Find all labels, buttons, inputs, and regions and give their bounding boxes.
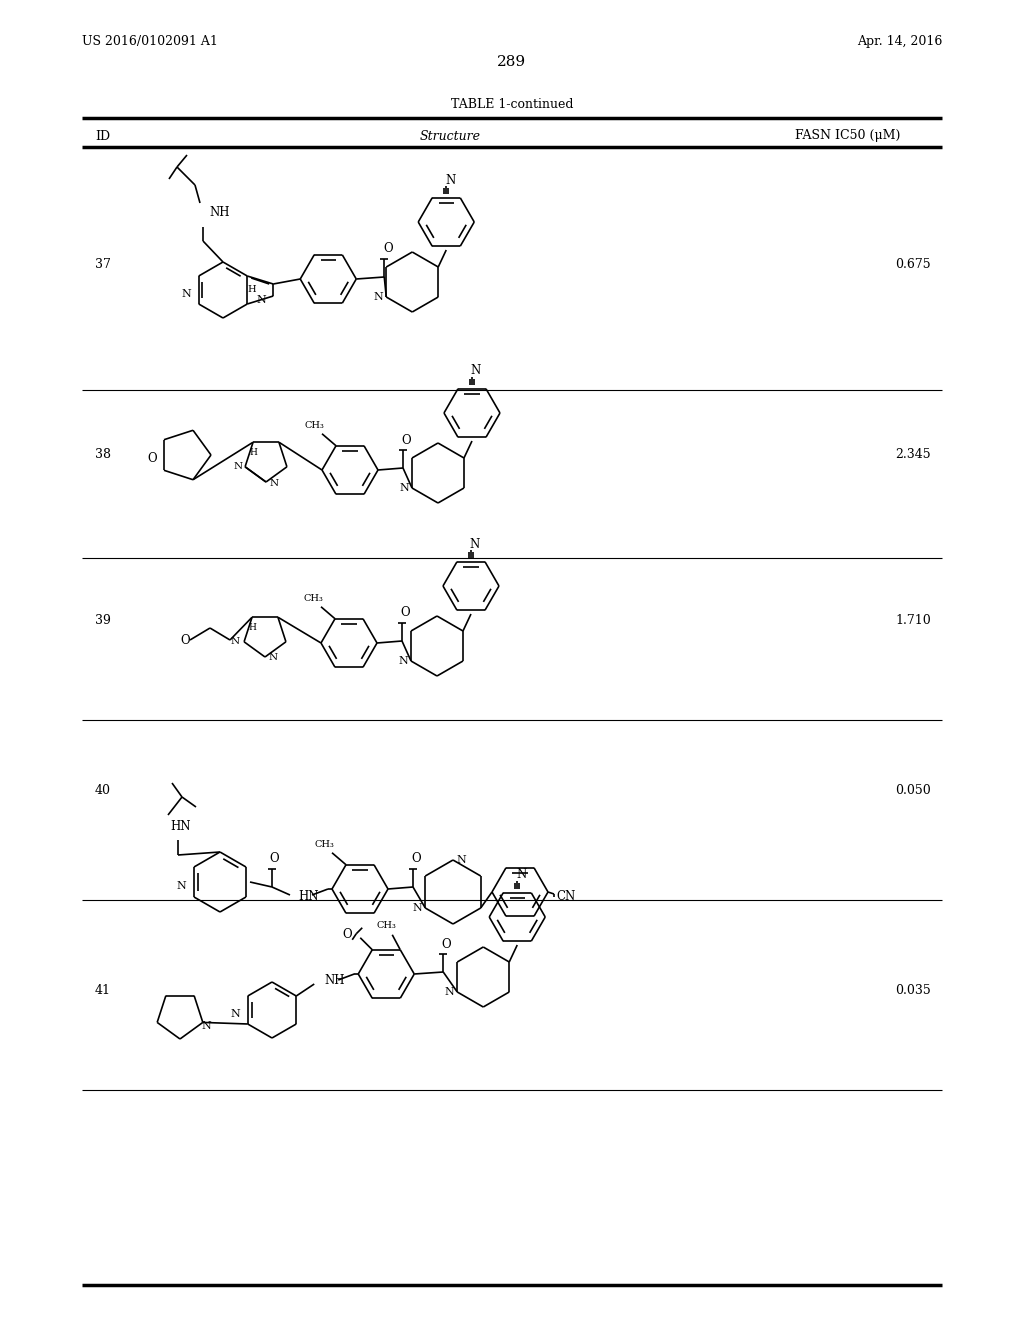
Text: N: N xyxy=(456,855,466,865)
Text: 289: 289 xyxy=(498,55,526,69)
Text: HN: HN xyxy=(298,891,318,903)
Text: CH₃: CH₃ xyxy=(304,421,324,430)
Text: 40: 40 xyxy=(95,784,111,796)
Text: O: O xyxy=(401,433,411,446)
Text: 1.710: 1.710 xyxy=(895,614,931,627)
Text: CH₃: CH₃ xyxy=(376,921,396,931)
Text: O: O xyxy=(383,243,393,256)
Text: CH₃: CH₃ xyxy=(314,841,334,849)
Text: O: O xyxy=(400,606,410,619)
Text: 0.675: 0.675 xyxy=(895,259,931,272)
Text: TABLE 1-continued: TABLE 1-continued xyxy=(451,99,573,111)
Text: 0.035: 0.035 xyxy=(895,983,931,997)
Text: N: N xyxy=(270,479,280,488)
Text: HN: HN xyxy=(170,821,190,833)
Text: NH: NH xyxy=(325,974,345,986)
Text: N: N xyxy=(470,537,480,550)
Text: NH: NH xyxy=(209,206,229,219)
Text: O: O xyxy=(180,634,189,647)
Text: N: N xyxy=(202,1022,212,1031)
Text: N: N xyxy=(398,656,408,667)
Text: 0.050: 0.050 xyxy=(895,784,931,796)
Text: H: H xyxy=(248,623,256,632)
Text: N: N xyxy=(233,462,243,471)
Text: O: O xyxy=(412,853,421,866)
Text: N: N xyxy=(471,364,481,378)
Text: N: N xyxy=(231,638,240,647)
Text: CN: CN xyxy=(556,891,575,903)
Text: N: N xyxy=(444,987,454,997)
Text: N: N xyxy=(176,880,186,891)
Text: 37: 37 xyxy=(95,259,111,272)
Text: O: O xyxy=(342,928,352,941)
Text: N: N xyxy=(374,292,383,302)
Text: ID: ID xyxy=(95,129,111,143)
Text: 39: 39 xyxy=(95,614,111,627)
Text: FASN IC50 (μM): FASN IC50 (μM) xyxy=(795,129,900,143)
Text: 2.345: 2.345 xyxy=(895,449,931,462)
Text: N: N xyxy=(413,903,422,913)
Text: N: N xyxy=(399,483,409,492)
Text: N: N xyxy=(181,289,191,300)
Text: 38: 38 xyxy=(95,449,111,462)
Text: CH₃: CH₃ xyxy=(303,594,323,603)
Text: O: O xyxy=(269,853,279,866)
Text: 41: 41 xyxy=(95,983,111,997)
Text: N: N xyxy=(230,1008,240,1019)
Text: O: O xyxy=(441,937,451,950)
Text: N: N xyxy=(256,294,266,305)
Text: N: N xyxy=(445,173,456,186)
Text: O: O xyxy=(147,453,157,466)
Text: US 2016/0102091 A1: US 2016/0102091 A1 xyxy=(82,36,218,49)
Text: Structure: Structure xyxy=(420,129,480,143)
Text: Apr. 14, 2016: Apr. 14, 2016 xyxy=(857,36,942,49)
Text: H: H xyxy=(249,447,257,457)
Text: H: H xyxy=(247,285,256,294)
Text: N: N xyxy=(516,869,526,882)
Text: N: N xyxy=(269,652,279,661)
